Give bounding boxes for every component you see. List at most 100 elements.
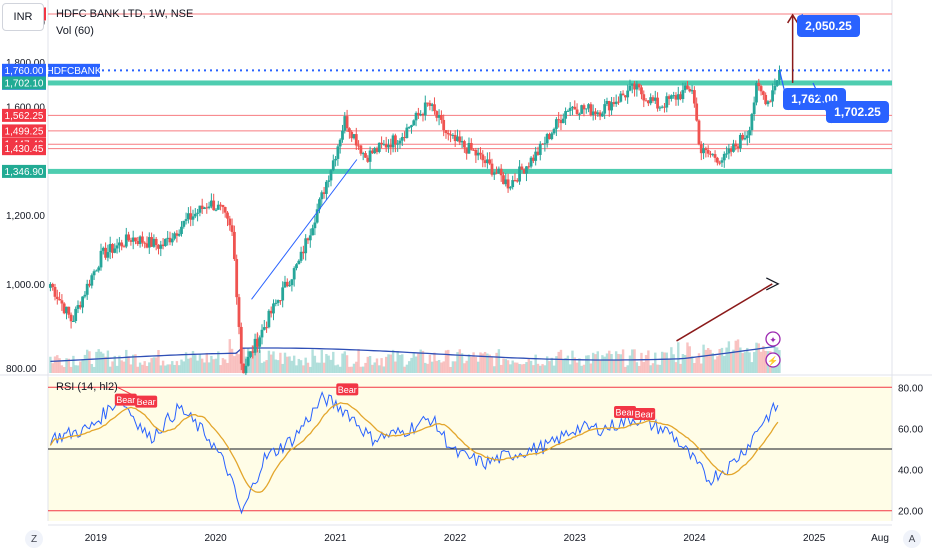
candle bbox=[301, 245, 305, 260]
candle bbox=[315, 203, 319, 224]
candle bbox=[354, 127, 358, 150]
candle bbox=[341, 124, 344, 143]
candle-body bbox=[129, 240, 133, 242]
event-circle bbox=[765, 352, 781, 368]
candle bbox=[619, 90, 623, 103]
candle-body bbox=[713, 154, 717, 158]
rsi-line bbox=[49, 391, 779, 515]
currency-selector[interactable]: INR bbox=[2, 3, 44, 31]
bear-divergence-label: Bear bbox=[336, 383, 359, 396]
volume-bar bbox=[683, 354, 687, 373]
volume-bar bbox=[495, 352, 498, 373]
volume-bar bbox=[440, 362, 443, 373]
volume-bar bbox=[398, 355, 402, 373]
volume-bar bbox=[184, 352, 188, 373]
candle-body bbox=[720, 160, 724, 163]
candle bbox=[366, 155, 370, 163]
candle-body bbox=[518, 166, 521, 182]
volume-bar bbox=[267, 350, 271, 373]
candle bbox=[322, 186, 326, 199]
candle-body bbox=[612, 102, 616, 105]
candle-body bbox=[71, 320, 75, 322]
price-badge-bg bbox=[2, 63, 46, 77]
volume-bar bbox=[313, 355, 317, 373]
candle-body bbox=[458, 136, 462, 143]
volume-bar bbox=[672, 354, 675, 373]
volume-bar bbox=[274, 359, 277, 373]
candle bbox=[150, 232, 153, 248]
candle-body bbox=[276, 300, 280, 303]
candle-body bbox=[60, 300, 64, 304]
volume-bar bbox=[465, 360, 468, 373]
rsi-tick-label: 80.00 bbox=[898, 383, 923, 394]
candle bbox=[651, 95, 655, 103]
volume-bar bbox=[85, 349, 89, 373]
candle-body bbox=[108, 244, 112, 253]
candle-body bbox=[511, 180, 515, 188]
volume-bar bbox=[504, 359, 507, 373]
candle bbox=[85, 279, 89, 300]
candle bbox=[511, 175, 515, 190]
volume-bar bbox=[419, 349, 422, 373]
candle bbox=[612, 97, 616, 107]
bear-divergence-label: Bear bbox=[633, 408, 656, 421]
volume-bar bbox=[191, 350, 195, 373]
candle bbox=[568, 102, 572, 116]
candle-body bbox=[405, 127, 409, 138]
candle-body bbox=[267, 310, 271, 328]
volume-bar bbox=[90, 363, 93, 373]
candle bbox=[635, 80, 639, 97]
candle bbox=[773, 78, 777, 95]
candle-body bbox=[771, 90, 774, 102]
candle bbox=[476, 147, 480, 161]
candle bbox=[541, 143, 544, 145]
candle bbox=[216, 200, 220, 210]
candle-body bbox=[439, 114, 443, 120]
candle-body bbox=[255, 338, 259, 347]
volume-bar bbox=[258, 350, 261, 373]
candle bbox=[435, 110, 439, 122]
candle-body bbox=[48, 284, 52, 288]
candle bbox=[398, 138, 402, 149]
volume-bar bbox=[355, 361, 358, 373]
candle-body bbox=[465, 147, 469, 154]
volume-bar bbox=[502, 358, 505, 373]
auto-scale-button[interactable]: A bbox=[903, 530, 921, 548]
candle-body bbox=[610, 102, 613, 111]
volume-bar bbox=[729, 353, 733, 373]
candle-body bbox=[704, 148, 708, 151]
candle bbox=[495, 166, 498, 175]
candle-body bbox=[435, 111, 439, 118]
candle bbox=[122, 244, 126, 248]
candle-body bbox=[122, 246, 126, 248]
candle bbox=[244, 358, 248, 376]
earnings-event-icon[interactable]: ✦ bbox=[765, 331, 781, 347]
candle-body bbox=[543, 143, 547, 145]
candle-body bbox=[529, 157, 533, 167]
candle-body bbox=[161, 244, 165, 247]
volume-bar bbox=[256, 333, 259, 373]
symbol-tag: HDFCBANK bbox=[46, 63, 102, 77]
volume-bar bbox=[557, 351, 560, 373]
candle-body bbox=[709, 153, 712, 155]
volume-bar bbox=[357, 349, 360, 373]
candle-body bbox=[722, 153, 726, 161]
candle-body bbox=[545, 133, 549, 144]
candle-body bbox=[568, 107, 572, 111]
candle-body bbox=[262, 327, 266, 330]
volume-bar bbox=[651, 363, 655, 373]
volume-bar bbox=[99, 351, 103, 373]
zoom-reset-button[interactable]: Z bbox=[25, 530, 43, 548]
candle bbox=[451, 133, 455, 139]
candle bbox=[124, 227, 128, 249]
candle-body bbox=[603, 104, 607, 114]
volume-bar bbox=[697, 353, 701, 373]
volume-bar bbox=[644, 355, 648, 373]
candle-body bbox=[382, 143, 386, 145]
volume-bar bbox=[725, 347, 728, 373]
candle-body bbox=[301, 251, 305, 254]
candle-body bbox=[239, 326, 243, 364]
candle-body bbox=[318, 199, 321, 210]
dividend-event-icon[interactable]: ⚡ bbox=[765, 352, 781, 368]
